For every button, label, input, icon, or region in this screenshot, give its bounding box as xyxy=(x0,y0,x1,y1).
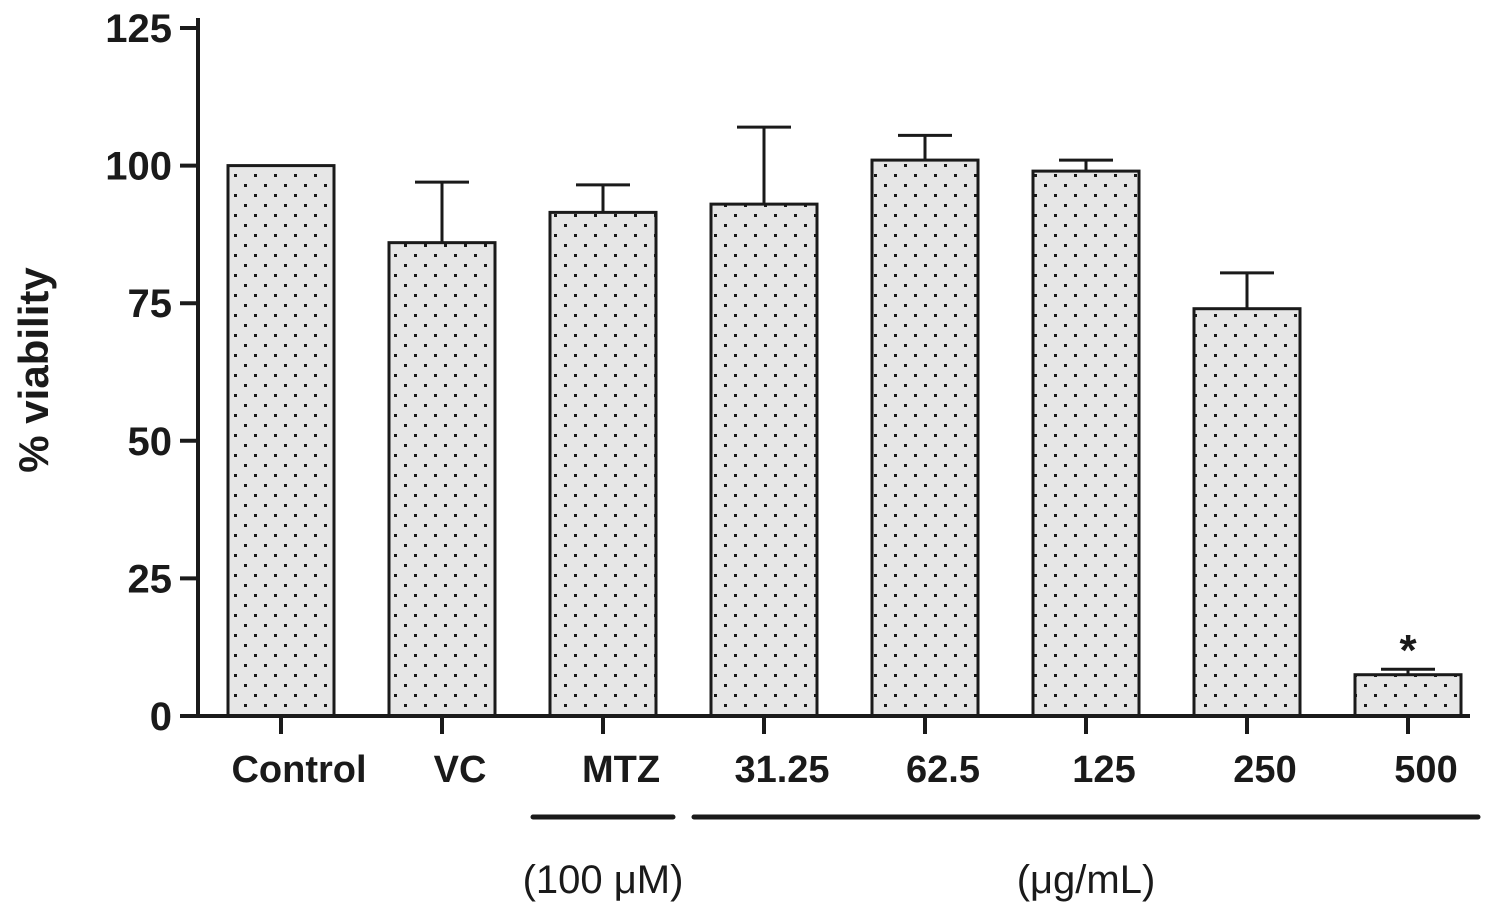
x-tick-label: 125 xyxy=(1072,749,1135,791)
bar-62.5 xyxy=(870,158,980,718)
error-bar-125 xyxy=(1059,158,1113,172)
bar-VC xyxy=(387,241,497,718)
error-bar-VC xyxy=(415,180,469,243)
significance-label: * xyxy=(1399,626,1417,675)
x-tick-label: 250 xyxy=(1233,749,1296,791)
y-tick-label: 25 xyxy=(128,557,173,601)
error-bar-500 xyxy=(1381,667,1435,675)
group-bracket: (μg/mL) xyxy=(691,814,1481,902)
y-tick-label: 125 xyxy=(105,7,172,51)
y-tick-label: 75 xyxy=(128,282,173,326)
error-bar-250 xyxy=(1220,271,1274,309)
group-label: (μg/mL) xyxy=(1017,858,1156,902)
y-tick-label: 100 xyxy=(105,145,172,189)
bar-Control xyxy=(226,164,336,718)
error-bar-31.25 xyxy=(737,125,791,205)
bar-MTZ xyxy=(548,210,658,718)
x-tick-label: 500 xyxy=(1394,749,1457,791)
group-label: (100 μM) xyxy=(523,858,684,902)
bar-500 xyxy=(1353,673,1463,718)
x-tick-label: 31.25 xyxy=(734,749,829,791)
error-bar-62.5 xyxy=(898,133,952,161)
y-tick-label: 50 xyxy=(128,420,173,464)
bar-31.25 xyxy=(709,202,819,718)
group-bracket: (100 μM) xyxy=(523,814,684,902)
y-axis-label: % viability xyxy=(10,267,57,473)
x-tick-label: MTZ xyxy=(582,749,660,791)
x-tick-label: 62.5 xyxy=(906,749,980,791)
x-tick-label: Control xyxy=(231,749,366,791)
bar-250 xyxy=(1192,307,1302,718)
bar-125 xyxy=(1031,169,1141,718)
error-bar-MTZ xyxy=(576,183,630,213)
y-tick-label: 0 xyxy=(150,695,172,739)
x-tick-label: VC xyxy=(434,749,487,791)
